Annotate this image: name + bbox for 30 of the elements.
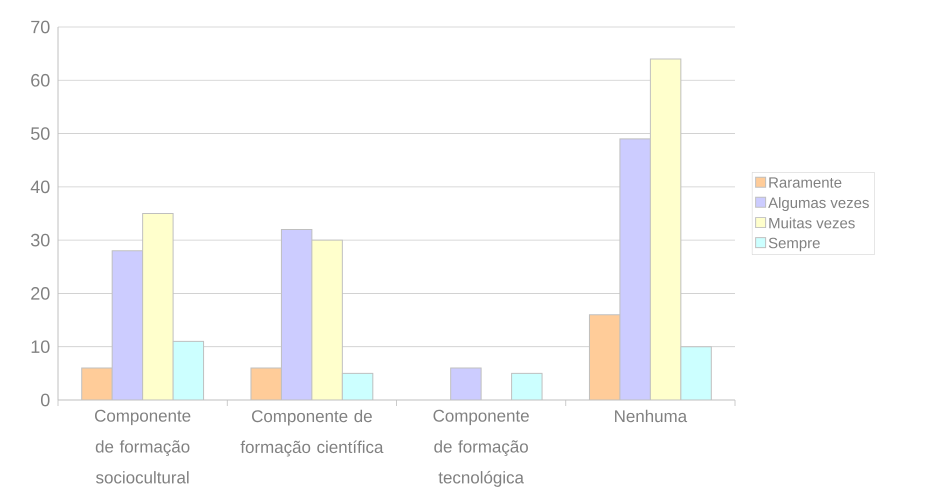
bar [250,368,282,400]
bar [619,138,651,400]
legend-label: Muitas vezes [769,217,855,228]
bar [281,229,312,400]
x-tick-label: Componente de formação científica [240,410,384,457]
y-tick-label: 60 [31,74,50,87]
bar [173,341,204,400]
x-tick-label: Componente de formação sociocultural [95,410,190,484]
bar [450,368,482,400]
x-tick-label: Nenhuma [615,410,688,422]
legend-label: Raramente [769,177,842,188]
y-tick-label: 50 [31,127,50,140]
x-tick-label: Componente de formação tecnológica [434,410,529,487]
bar [82,368,112,400]
bar [312,240,342,400]
y-tick-label: 20 [31,287,50,300]
y-tick-label: 10 [32,340,50,354]
legend-label: Sempre [768,238,820,252]
y-tick-label: 70 [31,20,50,34]
legend-label: Algumas vezes [768,197,869,212]
bar [342,373,373,400]
bar [588,314,620,400]
y-tick-label: 0 [40,394,50,406]
bar [512,373,542,400]
bar [142,213,174,400]
bar [112,250,143,400]
y-tick-label: 40 [30,180,50,194]
bar [650,58,682,400]
bar [680,346,712,400]
y-tick-label: 30 [30,234,50,246]
